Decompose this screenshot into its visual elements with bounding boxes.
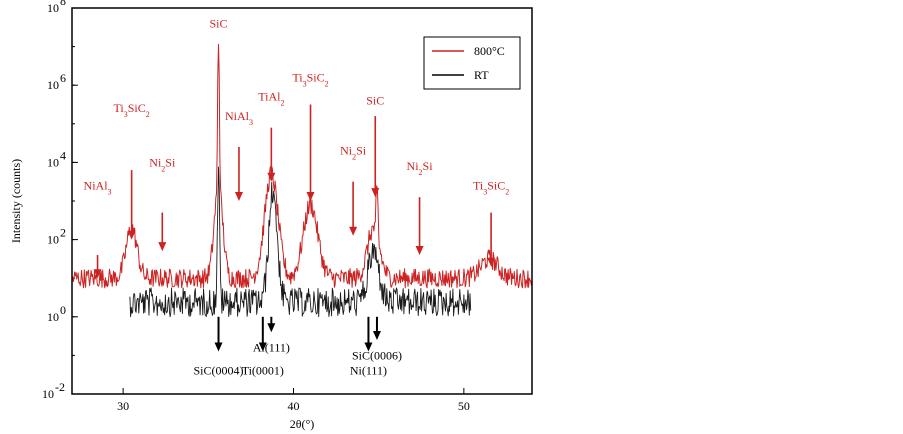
annotation-arrow-head	[349, 226, 358, 236]
y-tick-label: 10	[47, 78, 59, 92]
annotation-label: Ni2Si	[407, 159, 434, 177]
annotation-arrow-head	[127, 230, 136, 240]
legend-label: RT	[474, 68, 489, 82]
series-layer	[71, 43, 533, 318]
y-tick-exponent: -2	[55, 380, 65, 394]
x-axis-label: 2θ(°)	[290, 417, 315, 431]
annotation-arrow-head	[372, 330, 381, 340]
annotation-arrow-head	[214, 342, 223, 352]
y-tick-label: 10	[47, 310, 59, 324]
annotation-label: NiAl3	[225, 109, 253, 127]
legend: 800°C RT	[423, 36, 521, 90]
y-tick-exponent: 6	[60, 71, 66, 85]
x-tick-label: 50	[458, 399, 470, 413]
y-tick-exponent: 2	[60, 226, 66, 240]
x-tick-label: 30	[117, 399, 129, 413]
annotation-label: Ti3SiC2	[473, 178, 509, 196]
annotation: SiC(0004)	[194, 316, 244, 378]
annotation-arrow-head	[415, 246, 424, 256]
annotation-arrow-head	[487, 257, 496, 267]
annotation-label: Ni2Si	[149, 155, 176, 173]
annotation: Al(111)	[253, 316, 290, 355]
annotation: SiC(0006)	[352, 316, 402, 362]
annotation-arrow-head	[93, 269, 102, 279]
annotation: SiC	[366, 94, 384, 198]
annotation-arrow-head	[306, 192, 315, 201]
annotation-label: NiAl3	[84, 178, 112, 196]
annotation-label: SiC(0006)	[352, 348, 402, 362]
legend-label: 800°C	[474, 44, 505, 58]
annotation: TiAl2	[258, 90, 284, 182]
annotation-arrow-head	[158, 242, 167, 252]
annotation: Ni2Si	[340, 144, 367, 236]
y-tick-label: 10	[42, 387, 54, 401]
annotation: NiAl3	[225, 109, 253, 201]
annotation: Ti(0001)	[242, 316, 284, 378]
annotation-label: Ni2Si	[340, 144, 367, 162]
series-rt-line	[129, 166, 472, 318]
annotation: Ni2Si	[407, 159, 434, 256]
annotation-label: Ti3SiC2	[113, 101, 149, 119]
annotation-arrow-head	[258, 342, 267, 352]
y-axis-label: Intensity (counts)	[9, 159, 23, 243]
y-tick-label: 10	[47, 233, 59, 247]
x-tick-label: 40	[287, 399, 299, 413]
annotation-arrow-head	[267, 172, 276, 182]
annotation: NiAl3	[84, 178, 112, 279]
annotation-label: SiC	[366, 94, 384, 108]
annotation-label: Ti(0001)	[242, 364, 284, 378]
annotation: Ti3SiC2	[113, 101, 150, 240]
annotation-label: Ni(111)	[350, 364, 387, 378]
y-tick-exponent: 8	[60, 0, 66, 8]
annotation-label: TiAl2	[258, 90, 284, 108]
annotation: Ni2Si	[149, 155, 176, 252]
annotation: SiC	[210, 16, 228, 30]
annotation-label: Al(111)	[253, 341, 290, 355]
annotation-arrow-head	[234, 192, 243, 201]
annotation-arrow-head	[371, 188, 380, 198]
y-tick-exponent: 0	[60, 303, 66, 317]
annotation: Ni(111)	[350, 316, 387, 378]
annotation-label: SiC(0004)	[194, 364, 244, 378]
annotation-arrow-head	[364, 342, 373, 352]
legend-box	[423, 36, 521, 90]
annotation-label: Ti3SiC2	[292, 70, 328, 88]
annotation: Ti3SiC2	[292, 70, 329, 201]
annotation-arrow-head	[267, 323, 276, 333]
x-axis-ticks: 30 40 50	[117, 388, 470, 413]
y-tick-label: 10	[47, 1, 59, 15]
annotation: Ti3SiC2	[473, 178, 509, 267]
y-tick-label: 10	[47, 155, 59, 169]
annotation-label: SiC	[210, 16, 228, 30]
annotation-layer: NiAl3 Ti3SiC2 Ni2Si SiC NiAl3 TiAl2 Ti3SiC2 Ni2…	[84, 16, 510, 377]
y-tick-exponent: 4	[60, 148, 66, 162]
series-800c-line	[71, 43, 533, 289]
plot-frame	[71, 7, 533, 395]
